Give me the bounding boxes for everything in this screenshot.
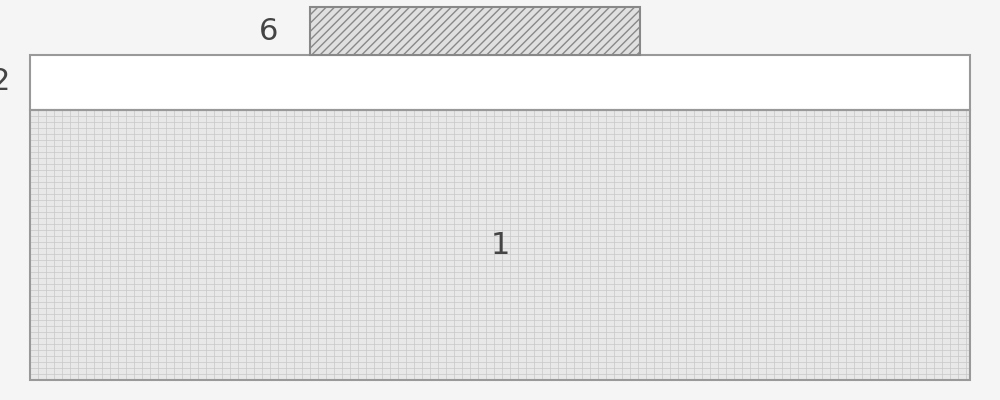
Text: 1: 1: [490, 230, 510, 260]
Bar: [30, 55, 970, 110]
Bar: [310, 7, 640, 55]
Bar: [30, 110, 970, 380]
Bar: [30, 110, 970, 380]
Text: 2: 2: [0, 68, 10, 96]
Text: 6: 6: [259, 16, 278, 46]
